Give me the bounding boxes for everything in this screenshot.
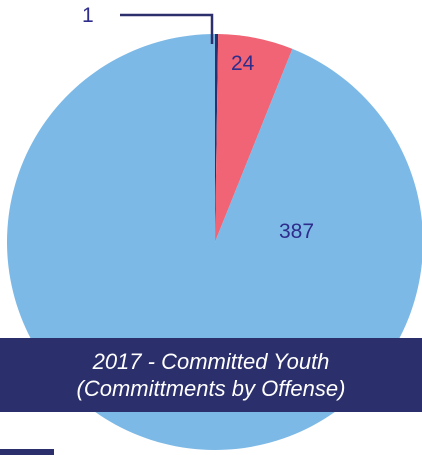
chart-title-banner: 2017 - Committed Youth (Committments by … — [0, 338, 422, 412]
pie-slice-24 — [215, 34, 293, 243]
pie-slice-1 — [215, 34, 219, 242]
leader-line — [120, 13, 214, 44]
slice-label-1: 1 — [82, 4, 94, 27]
chart-title-line-1: 2017 - Committed Youth — [92, 349, 330, 374]
slice-label-24: 24 — [231, 52, 255, 75]
chart-title-line-2: (Committments by Offense) — [76, 376, 346, 401]
corner-accent-bar — [0, 449, 54, 455]
slice-label-387: 387 — [279, 220, 314, 243]
